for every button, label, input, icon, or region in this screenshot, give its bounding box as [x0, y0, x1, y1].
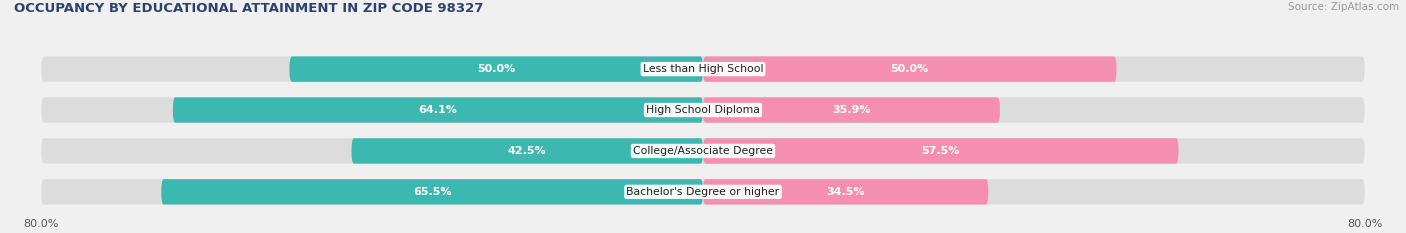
FancyBboxPatch shape — [703, 97, 1000, 123]
Text: High School Diploma: High School Diploma — [647, 105, 759, 115]
FancyBboxPatch shape — [173, 97, 703, 123]
FancyBboxPatch shape — [41, 179, 1365, 205]
FancyBboxPatch shape — [41, 138, 1365, 164]
Text: OCCUPANCY BY EDUCATIONAL ATTAINMENT IN ZIP CODE 98327: OCCUPANCY BY EDUCATIONAL ATTAINMENT IN Z… — [14, 2, 484, 15]
FancyBboxPatch shape — [703, 179, 988, 205]
Text: Bachelor's Degree or higher: Bachelor's Degree or higher — [627, 187, 779, 197]
Text: 64.1%: 64.1% — [419, 105, 457, 115]
FancyBboxPatch shape — [703, 138, 1178, 164]
FancyBboxPatch shape — [41, 97, 1365, 123]
Text: 65.5%: 65.5% — [413, 187, 451, 197]
Text: 50.0%: 50.0% — [477, 64, 516, 74]
FancyBboxPatch shape — [290, 56, 703, 82]
FancyBboxPatch shape — [352, 138, 703, 164]
Text: 34.5%: 34.5% — [827, 187, 865, 197]
Text: Source: ZipAtlas.com: Source: ZipAtlas.com — [1288, 2, 1399, 12]
Text: Less than High School: Less than High School — [643, 64, 763, 74]
Text: 42.5%: 42.5% — [508, 146, 547, 156]
Text: 35.9%: 35.9% — [832, 105, 870, 115]
FancyBboxPatch shape — [41, 56, 1365, 82]
FancyBboxPatch shape — [162, 179, 703, 205]
Text: 50.0%: 50.0% — [890, 64, 929, 74]
Text: College/Associate Degree: College/Associate Degree — [633, 146, 773, 156]
Text: 57.5%: 57.5% — [921, 146, 960, 156]
FancyBboxPatch shape — [703, 56, 1116, 82]
